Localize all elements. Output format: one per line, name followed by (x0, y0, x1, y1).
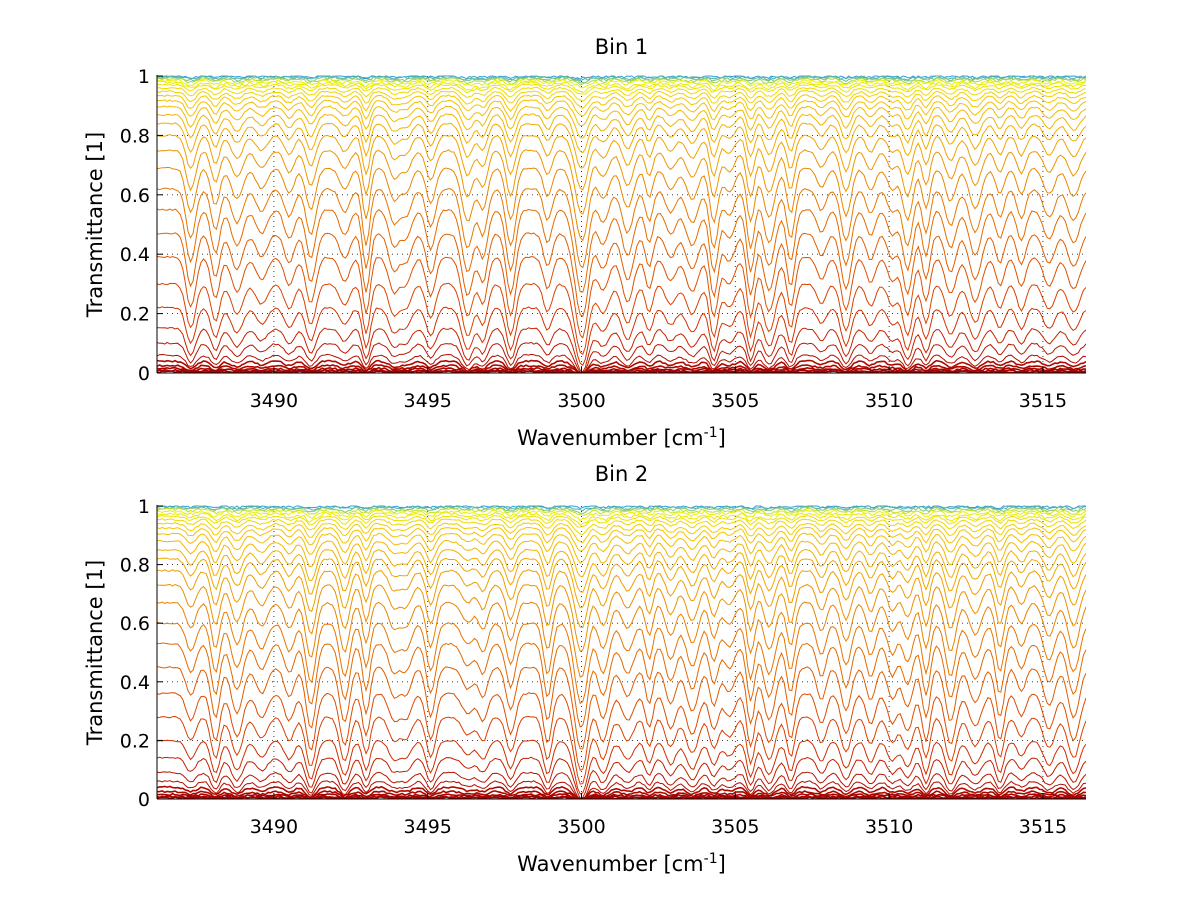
series-line-16 (157, 583, 1086, 653)
series-line-24 (157, 327, 1086, 373)
x-tick-label: 3495 (404, 390, 452, 412)
x-tick-label: 3500 (557, 390, 605, 412)
y-tick-label: 0.6 (120, 185, 150, 207)
series-line-20 (157, 666, 1086, 750)
series-line-1 (157, 505, 1086, 510)
series-line-5 (157, 78, 1086, 89)
chart-panel-2: 3490 3495 3500 3505 3510 3515 0 0.2 0.4 0.6 0.8 1 Bi… (83, 462, 1086, 876)
y-axis-label: Transmittance [1] (83, 132, 107, 318)
series-line-17 (157, 601, 1086, 678)
x-tick-label: 3495 (404, 816, 452, 838)
y-tick-label: 0 (138, 789, 150, 811)
series-line-14 (157, 122, 1086, 169)
series-line-13 (157, 548, 1086, 593)
series-line-11 (157, 532, 1086, 564)
series-line-24 (157, 756, 1086, 799)
series-line-9 (157, 90, 1086, 110)
series-line-19 (157, 208, 1086, 293)
y-tick-label: 0.4 (120, 244, 150, 266)
x-tick-label: 3510 (865, 390, 913, 412)
series-line-19 (157, 642, 1086, 728)
y-tick-label: 1 (138, 496, 150, 518)
x-tick-label: 3515 (1019, 816, 1067, 838)
series-line-27 (157, 359, 1086, 373)
x-axis-label: Wavenumber [cm-1] (517, 425, 726, 450)
series-line-21 (157, 692, 1086, 771)
series-line-23 (157, 306, 1086, 366)
series-line-20 (157, 232, 1086, 318)
series-line-25 (157, 341, 1086, 373)
series-line-6 (157, 511, 1086, 526)
series-group (157, 505, 1086, 799)
chart-title: Bin 2 (595, 462, 649, 486)
series-line-1 (157, 75, 1086, 80)
series-line-5 (157, 509, 1086, 522)
series-line-22 (157, 715, 1086, 785)
series-line-9 (157, 522, 1086, 544)
series-line-6 (157, 80, 1086, 93)
y-tick-label: 0.2 (120, 304, 150, 326)
chart-title: Bin 1 (595, 35, 649, 59)
series-line-11 (157, 99, 1086, 127)
series-line-10 (157, 94, 1086, 117)
series-line-10 (157, 526, 1086, 552)
series-line-15 (157, 134, 1086, 191)
series-line-31 (157, 796, 1086, 799)
series-line-22 (157, 282, 1086, 356)
x-tick-label: 3490 (250, 816, 298, 838)
y-tick-label: 0.4 (120, 672, 150, 694)
x-axis-label: Wavenumber [cm-1] (517, 851, 726, 876)
series-line-7 (157, 514, 1086, 528)
series-line-12 (157, 105, 1086, 139)
series-line-13 (157, 113, 1086, 154)
series-line-4 (157, 507, 1086, 516)
y-tick-label: 0.2 (120, 730, 150, 752)
y-tick-label: 0 (138, 363, 150, 385)
x-tick-label: 3505 (711, 816, 759, 838)
series-line-16 (157, 149, 1086, 215)
series-line-4 (157, 77, 1086, 86)
series-line-23 (157, 739, 1086, 795)
series-line-12 (157, 539, 1086, 578)
y-tick-label: 0.8 (120, 555, 150, 577)
y-tick-label: 1 (138, 66, 150, 88)
x-tick-label: 3515 (1019, 390, 1067, 412)
x-tick-label: 3510 (865, 816, 913, 838)
series-line-8 (157, 518, 1086, 536)
y-tick-label: 0.6 (120, 613, 150, 635)
x-tick-label: 3490 (250, 390, 298, 412)
x-tick-label: 3500 (557, 816, 605, 838)
series-line-15 (157, 569, 1086, 629)
series-line-30 (157, 368, 1086, 373)
series-line-18 (157, 622, 1086, 705)
x-tick-label: 3505 (711, 390, 759, 412)
series-line-18 (157, 187, 1086, 269)
series-line-14 (157, 557, 1086, 609)
series-line-27 (157, 785, 1086, 799)
series-line-26 (157, 353, 1086, 373)
series-line-21 (157, 255, 1086, 339)
series-line-7 (157, 83, 1086, 95)
series-group (157, 75, 1086, 373)
series-line-31 (157, 370, 1086, 373)
y-tick-label: 0.8 (120, 125, 150, 147)
series-line-17 (157, 166, 1086, 242)
chart-panel-1: 3490 3495 3500 3505 3510 3515 0 0.2 0.4 0.6 0.8 1 Bi… (83, 35, 1086, 450)
y-axis-label: Transmittance [1] (83, 560, 107, 746)
series-line-26 (157, 780, 1086, 799)
series-line-8 (157, 86, 1086, 102)
series-line-25 (157, 771, 1086, 799)
